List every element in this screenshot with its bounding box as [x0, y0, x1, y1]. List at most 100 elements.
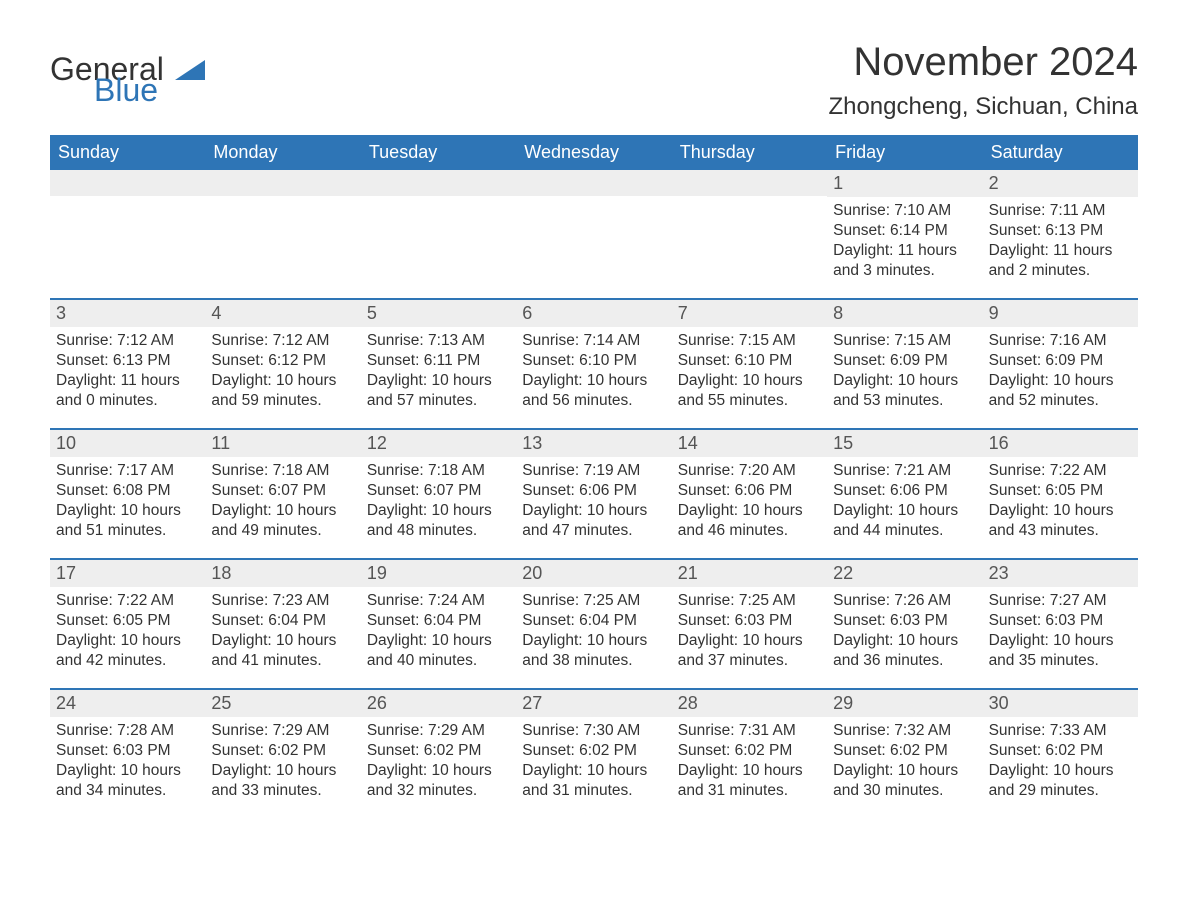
sunrise-text: Sunrise: 7:25 AM	[678, 591, 821, 611]
day-number: 20	[516, 560, 671, 587]
day-number: 4	[205, 300, 360, 327]
daylight-text: Daylight: 10 hours and 43 minutes.	[989, 501, 1132, 541]
day-number: 22	[827, 560, 982, 587]
sunrise-text: Sunrise: 7:18 AM	[367, 461, 510, 481]
calendar-cell: 19 Sunrise: 7:24 AMSunset: 6:04 PMDayligh…	[361, 560, 516, 678]
day-number: 26	[361, 690, 516, 717]
daylight-text: Daylight: 10 hours and 34 minutes.	[56, 761, 199, 801]
sunrise-text: Sunrise: 7:10 AM	[833, 201, 976, 221]
sunrise-text: Sunrise: 7:25 AM	[522, 591, 665, 611]
daylight-text: Daylight: 10 hours and 38 minutes.	[522, 631, 665, 671]
calendar-cell: 11Sunrise: 7:18 AMSunset: 6:07 PMDayligh…	[205, 430, 360, 548]
calendar-cell: 3Sunrise: 7:12 AMSunset: 6:13 PMDaylight…	[50, 300, 205, 418]
sunset-text: Sunset: 6:08 PM	[56, 481, 199, 501]
calendar-cell: 22Sunrise: 7:26 AMSunset: 6:03 PMDayligh…	[827, 560, 982, 678]
sunrise-text: Sunrise: 7:18 AM	[211, 461, 354, 481]
sunset-text: Sunset: 6:13 PM	[56, 351, 199, 371]
daylight-text: Daylight: 10 hours and 30 minutes.	[833, 761, 976, 801]
day-number: 14	[672, 430, 827, 457]
calendar-cell: 20 Sunrise: 7:25 AMSunset: 6:04 PMDayligh…	[516, 560, 671, 678]
cell-body: Sunrise: 7:33 AMSunset: 6:02 PMDaylight:…	[983, 717, 1138, 808]
cell-body: Sunrise: 7:12 AMSunset: 6:12 PMDaylight:…	[205, 327, 360, 418]
cell-body: Sunrise: 7:11 AMSunset: 6:13 PMDaylight:…	[983, 197, 1138, 288]
daylight-text: Daylight: 10 hours and 37 minutes.	[678, 631, 821, 671]
day-number: 19	[361, 560, 516, 587]
cell-body: Sunrise: 7:17 AMSunset: 6:08 PMDaylight:…	[50, 457, 205, 548]
cell-body: Sunrise: 7:14 AMSunset: 6:10 PMDaylight:…	[516, 327, 671, 418]
day-number: 29	[827, 690, 982, 717]
cell-body: Sunrise: 7:19 AMSunset: 6:06 PMDaylight:…	[516, 457, 671, 548]
sunrise-text: Sunrise: 7:15 AM	[833, 331, 976, 351]
calendar-cell: 12Sunrise: 7:18 AMSunset: 6:07 PMDayligh…	[361, 430, 516, 548]
daylight-text: Daylight: 10 hours and 40 minutes.	[367, 631, 510, 671]
cell-body: Sunrise: 7:23 AMSunset: 6:04 PMDaylight:…	[205, 587, 360, 678]
day-number: 24	[50, 690, 205, 717]
day-number: 5	[361, 300, 516, 327]
header: General Blue November 2024 Zhongcheng, S…	[50, 40, 1138, 121]
calendar-cell: 28Sunrise: 7:31 AMSunset: 6:02 PMDayligh…	[672, 690, 827, 808]
cell-body: Sunrise: 7:27 AMSunset: 6:03 PMDaylight:…	[983, 587, 1138, 678]
cell-body: Sunrise: 7:21 AMSunset: 6:06 PMDaylight:…	[827, 457, 982, 548]
day-number: 23	[983, 560, 1138, 587]
cell-body: Sunrise: 7:30 AMSunset: 6:02 PMDaylight:…	[516, 717, 671, 808]
cell-body: Sunrise: 7:29 AMSunset: 6:02 PMDaylight:…	[205, 717, 360, 808]
calendar-cell: 26Sunrise: 7:29 AMSunset: 6:02 PMDayligh…	[361, 690, 516, 808]
sunset-text: Sunset: 6:09 PM	[833, 351, 976, 371]
day-number: 11	[205, 430, 360, 457]
day-number: 3	[50, 300, 205, 327]
sunset-text: Sunset: 6:07 PM	[211, 481, 354, 501]
sunrise-text: Sunrise: 7:26 AM	[833, 591, 976, 611]
daylight-text: Daylight: 10 hours and 33 minutes.	[211, 761, 354, 801]
day-number: 13	[516, 430, 671, 457]
sunrise-text: Sunrise: 7:20 AM	[678, 461, 821, 481]
sunrise-text: Sunrise: 7:12 AM	[56, 331, 199, 351]
daylight-text: Daylight: 10 hours and 47 minutes.	[522, 501, 665, 541]
day-number: 17	[50, 560, 205, 587]
day-header-fri: Friday	[827, 135, 982, 170]
sunrise-text: Sunrise: 7:11 AM	[989, 201, 1132, 221]
sunrise-text: Sunrise: 7:21 AM	[833, 461, 976, 481]
cell-body: Sunrise: 7:22 AMSunset: 6:05 PMDaylight:…	[983, 457, 1138, 548]
calendar-cell	[50, 170, 205, 288]
daylight-text: Daylight: 10 hours and 55 minutes.	[678, 371, 821, 411]
logo-text-wrap: General Blue	[50, 56, 205, 110]
sunrise-text: Sunrise: 7:16 AM	[989, 331, 1132, 351]
sunset-text: Sunset: 6:04 PM	[522, 611, 665, 631]
calendar-cell	[205, 170, 360, 288]
daylight-text: Daylight: 10 hours and 59 minutes.	[211, 371, 354, 411]
day-number: 18	[205, 560, 360, 587]
daylight-text: Daylight: 10 hours and 41 minutes.	[211, 631, 354, 671]
day-header-thu: Thursday	[672, 135, 827, 170]
daylight-text: Daylight: 10 hours and 51 minutes.	[56, 501, 199, 541]
calendar-cell: 1Sunrise: 7:10 AMSunset: 6:14 PMDaylight…	[827, 170, 982, 288]
calendar-cell: 5Sunrise: 7:13 AMSunset: 6:11 PMDaylight…	[361, 300, 516, 418]
sunrise-text: Sunrise: 7:24 AM	[367, 591, 510, 611]
calendar-cell: 18Sunrise: 7:23 AMSunset: 6:04 PMDayligh…	[205, 560, 360, 678]
calendar-cell: 23Sunrise: 7:27 AMSunset: 6:03 PMDayligh…	[983, 560, 1138, 678]
sunset-text: Sunset: 6:06 PM	[522, 481, 665, 501]
week-row: 3Sunrise: 7:12 AMSunset: 6:13 PMDaylight…	[50, 298, 1138, 418]
sunset-text: Sunset: 6:04 PM	[367, 611, 510, 631]
calendar-cell: 30Sunrise: 7:33 AMSunset: 6:02 PMDayligh…	[983, 690, 1138, 808]
daylight-text: Daylight: 10 hours and 44 minutes.	[833, 501, 976, 541]
sunrise-text: Sunrise: 7:31 AM	[678, 721, 821, 741]
week-row: 24Sunrise: 7:28 AMSunset: 6:03 PMDayligh…	[50, 688, 1138, 808]
cell-body: Sunrise: 7:12 AMSunset: 6:13 PMDaylight:…	[50, 327, 205, 418]
day-number: 1	[827, 170, 982, 197]
cell-body: Sunrise: 7:13 AMSunset: 6:11 PMDaylight:…	[361, 327, 516, 418]
cell-body: Sunrise: 7:29 AMSunset: 6:02 PMDaylight:…	[361, 717, 516, 808]
day-number	[361, 170, 516, 196]
calendar-cell: 8Sunrise: 7:15 AMSunset: 6:09 PMDaylight…	[827, 300, 982, 418]
calendar-cell: 15Sunrise: 7:21 AMSunset: 6:06 PMDayligh…	[827, 430, 982, 548]
sunset-text: Sunset: 6:02 PM	[211, 741, 354, 761]
day-header-row: Sunday Monday Tuesday Wednesday Thursday…	[50, 135, 1138, 170]
sunset-text: Sunset: 6:12 PM	[211, 351, 354, 371]
day-number: 30	[983, 690, 1138, 717]
calendar-cell: 2Sunrise: 7:11 AMSunset: 6:13 PMDaylight…	[983, 170, 1138, 288]
day-header-mon: Monday	[205, 135, 360, 170]
day-number	[205, 170, 360, 196]
day-header-sun: Sunday	[50, 135, 205, 170]
cell-body: Sunrise: 7:25 AMSunset: 6:03 PMDaylight:…	[672, 587, 827, 678]
calendar-cell: 7Sunrise: 7:15 AMSunset: 6:10 PMDaylight…	[672, 300, 827, 418]
sunset-text: Sunset: 6:09 PM	[989, 351, 1132, 371]
